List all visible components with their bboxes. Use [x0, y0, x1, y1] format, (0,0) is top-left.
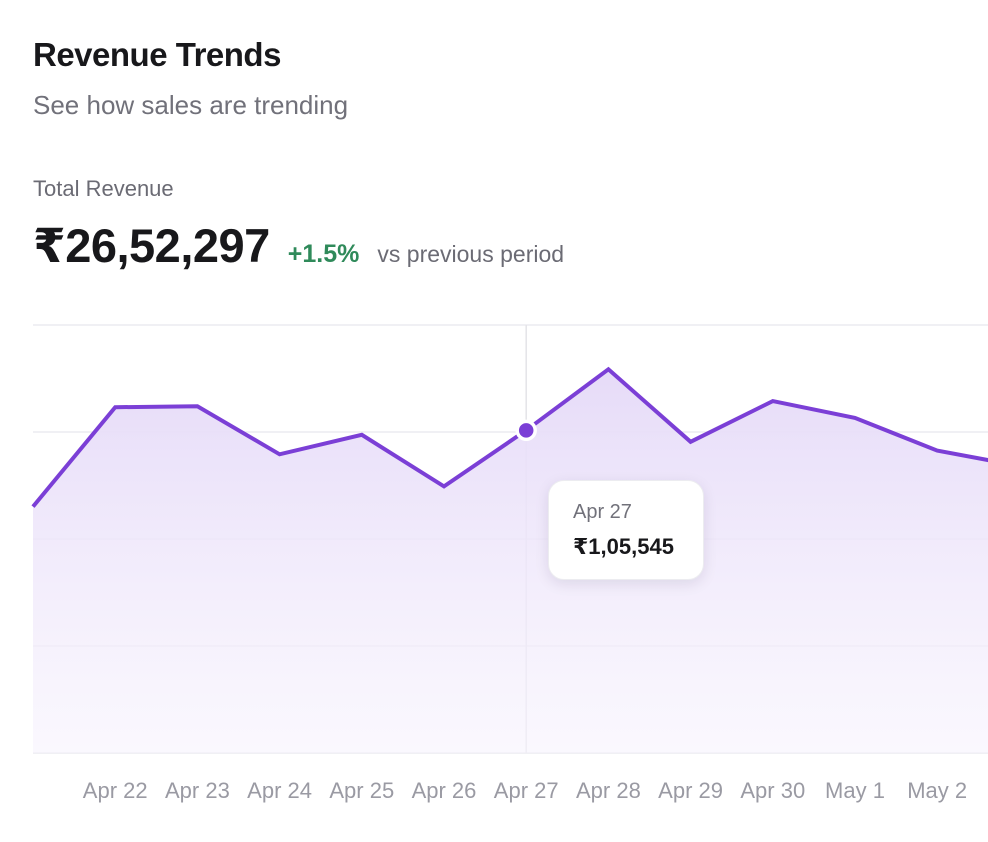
metric-comparison-text: vs previous period	[377, 241, 565, 267]
x-tick-label: Apr 30	[740, 778, 805, 803]
chart-tooltip: Apr 27 ₹1,05,545	[548, 480, 704, 580]
metric-row: ₹26,52,297 +1.5% vs previous period	[33, 218, 564, 274]
x-tick-label: Apr 28	[576, 778, 641, 803]
tooltip-date: Apr 27	[573, 501, 632, 523]
data-point-apr-27[interactable]	[515, 419, 537, 442]
x-tick-label: Apr 27	[494, 778, 559, 803]
x-tick-label: Apr 22	[83, 778, 148, 803]
x-tick-label: May 2	[907, 778, 967, 803]
x-tick-label: Apr 29	[658, 778, 723, 803]
series-area	[33, 369, 988, 753]
x-axis-ticks: Apr 22 Apr 23 Apr 24 Apr 25 Apr 26 Apr 27 Apr …	[83, 778, 967, 803]
x-tick-label: Apr 24	[247, 778, 312, 803]
chart-subtitle: See how sales are trending	[33, 90, 349, 120]
x-tick-label: Apr 26	[412, 778, 477, 803]
data-points	[515, 419, 537, 442]
x-tick-label: May 1	[825, 778, 885, 803]
metric-change-badge: +1.5%	[287, 240, 360, 268]
x-tick-label: Apr 25	[329, 778, 394, 803]
metric-label: Total Revenue	[33, 176, 174, 201]
metric-value: ₹26,52,297	[33, 219, 270, 272]
chart-title: Revenue Trends	[33, 36, 281, 73]
tooltip-value: ₹1,05,545	[573, 534, 674, 559]
x-tick-label: Apr 23	[165, 778, 230, 803]
